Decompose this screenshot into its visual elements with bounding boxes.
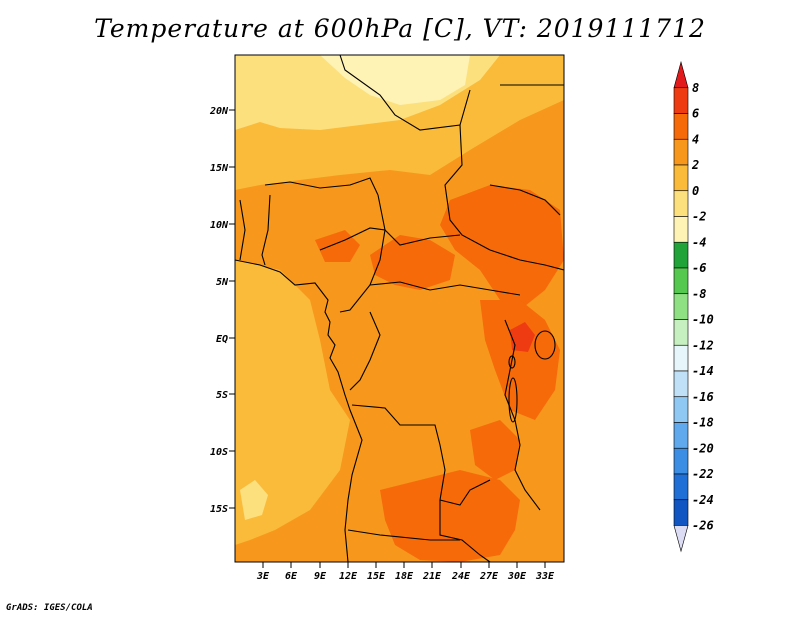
field-4-to-6-southeast [470, 420, 520, 480]
border-cameroon [319, 227, 386, 313]
lon-tick-label: 18E [395, 571, 414, 582]
field-m4-to-m2-north [320, 55, 470, 105]
colorbar-level-label: -20 [692, 441, 714, 455]
field-4-to-6-central [370, 235, 455, 290]
lat-tick-label: 20N [209, 106, 229, 117]
colorbar-swatch [673, 447, 689, 475]
border-sudan-ethiopia [489, 249, 564, 271]
map-frame [234, 54, 565, 563]
longitude-axis: 3E 6E 9E 12E 15E 18E 21E 24E 27E 30E 33E [256, 562, 555, 582]
field-4-to-6-east [440, 185, 564, 310]
colorbar-swatch [673, 499, 689, 526]
border-chad-car [377, 194, 461, 246]
colorbar-swatch [673, 267, 689, 295]
coastline-west [235, 259, 363, 562]
border-car-drc [369, 281, 521, 296]
colorbar-level-label: -22 [692, 467, 714, 481]
colorbar-level-label: -8 [692, 287, 706, 301]
border-angola-zambia [439, 500, 491, 562]
lake-kivu [508, 355, 516, 369]
lake-tanganyika [508, 377, 518, 423]
colorbar-level-label: -10 [692, 313, 714, 327]
map-title: Temperature at 600hPa [C], VT: 201911171… [94, 14, 706, 43]
lon-tick-label: 9E [314, 571, 327, 582]
field-0-to-2-west [235, 260, 350, 545]
colorbar: 8 6 4 2 0 -2 -4 -6 -8 -10 -12 -14 -16 -18 -20 -22 -24 -26 [673, 60, 714, 553]
colorbar-swatch [673, 370, 689, 398]
colorbar-swatch [673, 216, 689, 243]
colorbar-level-label: -2 [692, 210, 706, 224]
border-chad-sudan [444, 124, 491, 251]
border-niger-nigeria [264, 177, 379, 196]
temperature-field [235, 55, 564, 562]
colorbar-level-label: -14 [692, 364, 714, 378]
colorbar-level-label: -16 [692, 390, 714, 404]
colorbar-swatch [673, 473, 689, 501]
colorbar-swatch [673, 190, 689, 217]
lon-tick-label: 33E [535, 571, 555, 582]
lon-tick-label: 15E [367, 571, 386, 582]
lat-tick-label: 5S [216, 390, 228, 401]
lat-tick-label: 10N [210, 220, 229, 231]
lat-tick-label: 10S [210, 447, 228, 458]
colorbar-swatch [673, 422, 689, 449]
colorbar-min-triangle [673, 525, 689, 553]
lat-tick-label: 15S [210, 504, 228, 515]
colorbar-swatch [673, 241, 689, 269]
colorbar-swatch [673, 164, 689, 192]
lon-tick-label: 30E [507, 571, 527, 582]
colorbar-swatch [673, 293, 689, 320]
border-nigeria-cameroon [261, 194, 271, 266]
lon-tick-label: 24E [451, 571, 471, 582]
lat-tick-label: 15N [210, 163, 229, 174]
colorbar-max-triangle [673, 60, 689, 89]
field-4-to-6-lakes [480, 300, 560, 420]
border-angola-namibia [347, 529, 460, 541]
colorbar-swatch [673, 138, 689, 166]
lon-tick-label: 3E [256, 571, 270, 582]
colorbar-swatch [673, 344, 689, 372]
lon-tick-label: 21E [422, 571, 442, 582]
border-ghana [239, 199, 246, 261]
colorbar-level-label: 4 [692, 132, 699, 146]
colorbar-level-label: -4 [692, 235, 706, 249]
border-congo-drc [349, 311, 381, 391]
country-borders [235, 55, 564, 562]
border-drc-angola [351, 404, 491, 506]
colorbar-swatch [673, 87, 689, 114]
lon-tick-label: 27E [479, 571, 499, 582]
lon-tick-label: 12E [339, 571, 358, 582]
latitude-axis: 20N 15N 10N 5N EQ 5S 10S 15S [209, 106, 235, 515]
colorbar-level-label: 2 [691, 158, 699, 172]
colorbar-swatch [673, 396, 689, 423]
field-m2-to-0-west [240, 480, 268, 520]
colorbar-swatch [673, 113, 689, 140]
colorbar-level-label: -12 [692, 338, 714, 352]
colorbar-level-label: -26 [692, 519, 714, 533]
lon-tick-label: 6E [285, 571, 298, 582]
colorbar-level-label: 8 [692, 81, 699, 95]
colorbar-level-label: 6 [692, 107, 699, 121]
colorbar-swatch [673, 319, 689, 346]
grads-credit: GrADS: IGES/COLA [6, 603, 93, 613]
lat-tick-label: EQ [216, 334, 228, 345]
field-6-to-8-spot [510, 322, 535, 352]
colorbar-level-label: -18 [692, 416, 714, 430]
colorbar-level-label: -6 [692, 261, 706, 275]
lake-victoria [534, 330, 556, 360]
border-ethiopia-inner [489, 184, 561, 216]
lat-tick-label: 5N [216, 277, 229, 288]
colorbar-level-label: -24 [692, 493, 714, 507]
colorbar-level-label: 0 [692, 184, 699, 198]
